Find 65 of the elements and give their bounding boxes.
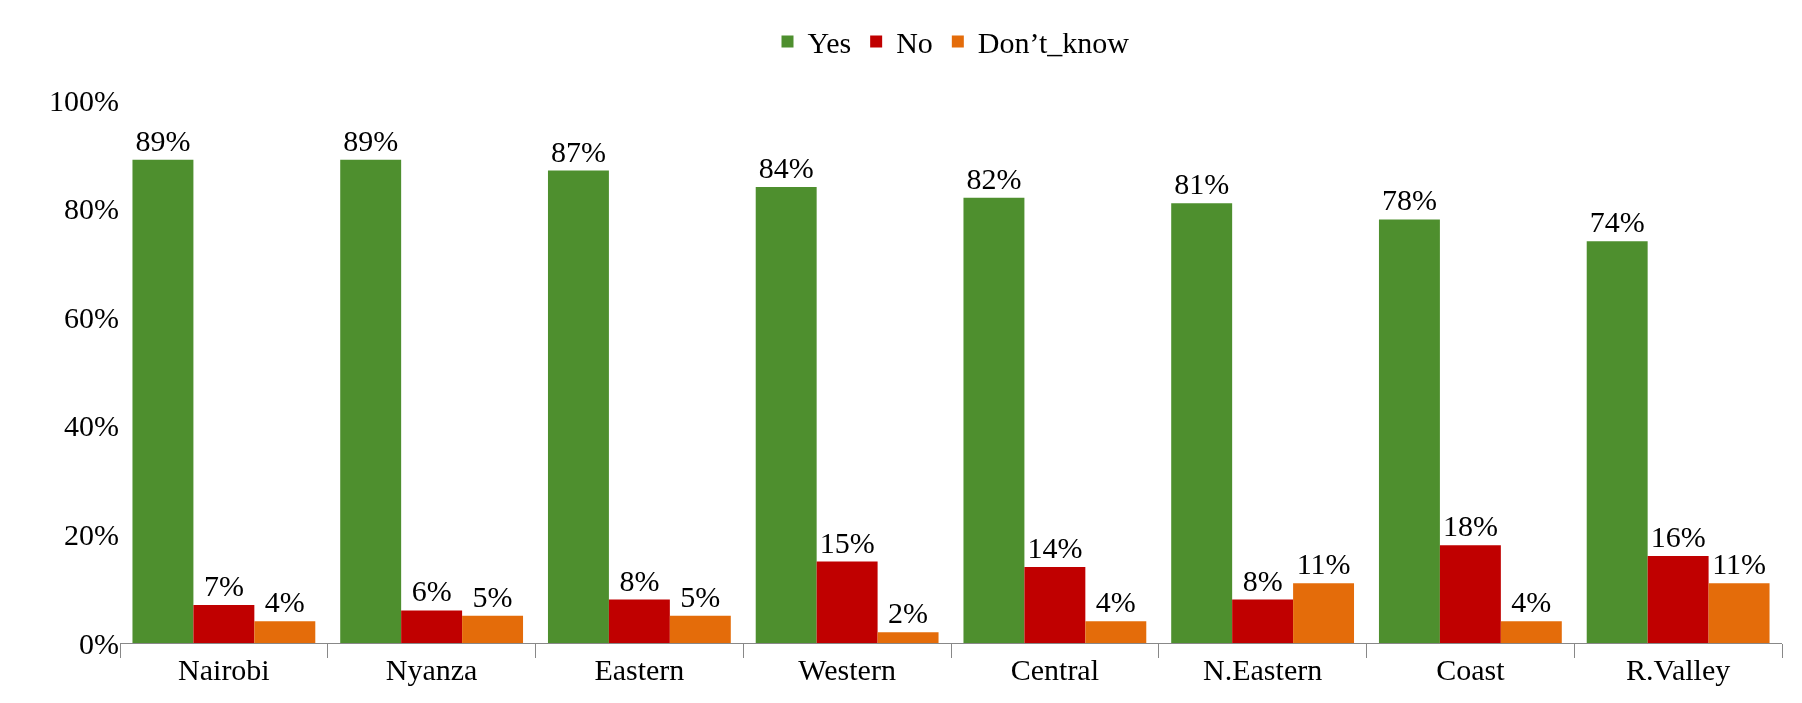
legend-label: Don’t_know xyxy=(977,26,1130,60)
x-tick-label: Eastern xyxy=(594,653,685,686)
y-tick-label: 60% xyxy=(64,300,119,334)
data-label: 78% xyxy=(1381,183,1437,217)
data-label: 2% xyxy=(888,596,929,630)
data-label: 8% xyxy=(619,563,660,597)
bar xyxy=(462,615,524,643)
x-tick-label: Western xyxy=(798,653,896,686)
bar xyxy=(877,632,939,643)
data-label: 74% xyxy=(1589,205,1645,239)
data-label: 4% xyxy=(264,585,305,619)
data-label: 8% xyxy=(1242,563,1283,597)
bar xyxy=(1500,621,1562,643)
data-label: 4% xyxy=(1095,585,1136,619)
y-tick-label: 20% xyxy=(64,517,119,551)
bar xyxy=(1171,203,1233,643)
data-label: 5% xyxy=(680,579,721,613)
data-label: 11% xyxy=(1296,547,1351,581)
bar xyxy=(1586,241,1648,643)
data-label: 16% xyxy=(1650,520,1706,554)
legend-label: Yes xyxy=(807,26,852,60)
bar xyxy=(340,159,402,643)
data-label: 81% xyxy=(1174,167,1230,201)
bar xyxy=(1293,583,1355,643)
data-label: 89% xyxy=(343,123,399,157)
y-tick-label: 40% xyxy=(64,409,119,443)
bar xyxy=(1439,545,1501,643)
data-label: 14% xyxy=(1027,530,1083,564)
data-label: 89% xyxy=(135,123,191,157)
bar xyxy=(608,599,670,643)
data-label: 82% xyxy=(966,161,1022,195)
bar xyxy=(193,604,255,643)
bar xyxy=(401,610,463,643)
bar xyxy=(1024,566,1086,643)
bar xyxy=(963,197,1025,643)
bar xyxy=(669,615,731,643)
data-label: 18% xyxy=(1442,509,1498,543)
bar xyxy=(1647,556,1709,643)
x-tick-label: Nyanza xyxy=(385,653,478,686)
data-label: 4% xyxy=(1511,585,1552,619)
x-tick-label: R.Valley xyxy=(1626,653,1731,686)
x-tick-label: Central xyxy=(1010,653,1100,686)
y-tick-label: 0% xyxy=(79,626,119,660)
bar xyxy=(547,170,609,643)
data-label: 84% xyxy=(758,150,814,184)
bar xyxy=(1085,621,1147,643)
x-tick-label: Coast xyxy=(1436,653,1506,686)
data-label: 15% xyxy=(819,525,875,559)
bar xyxy=(755,186,817,643)
bar xyxy=(132,159,194,643)
y-tick-label: 80% xyxy=(64,192,119,226)
data-label: 87% xyxy=(550,134,606,168)
data-label: 11% xyxy=(1712,547,1767,581)
bar xyxy=(254,621,316,643)
bar xyxy=(1378,219,1440,643)
legend-label: No xyxy=(896,26,933,60)
data-label: 5% xyxy=(472,579,513,613)
x-tick-label: N.Eastern xyxy=(1203,653,1323,686)
bar xyxy=(816,561,878,643)
bar xyxy=(1708,583,1770,643)
x-tick-label: Nairobi xyxy=(178,653,270,686)
y-tick-label: 100% xyxy=(49,83,119,117)
data-label: 7% xyxy=(203,568,244,602)
data-label: 6% xyxy=(411,574,452,608)
bar xyxy=(1232,599,1294,643)
